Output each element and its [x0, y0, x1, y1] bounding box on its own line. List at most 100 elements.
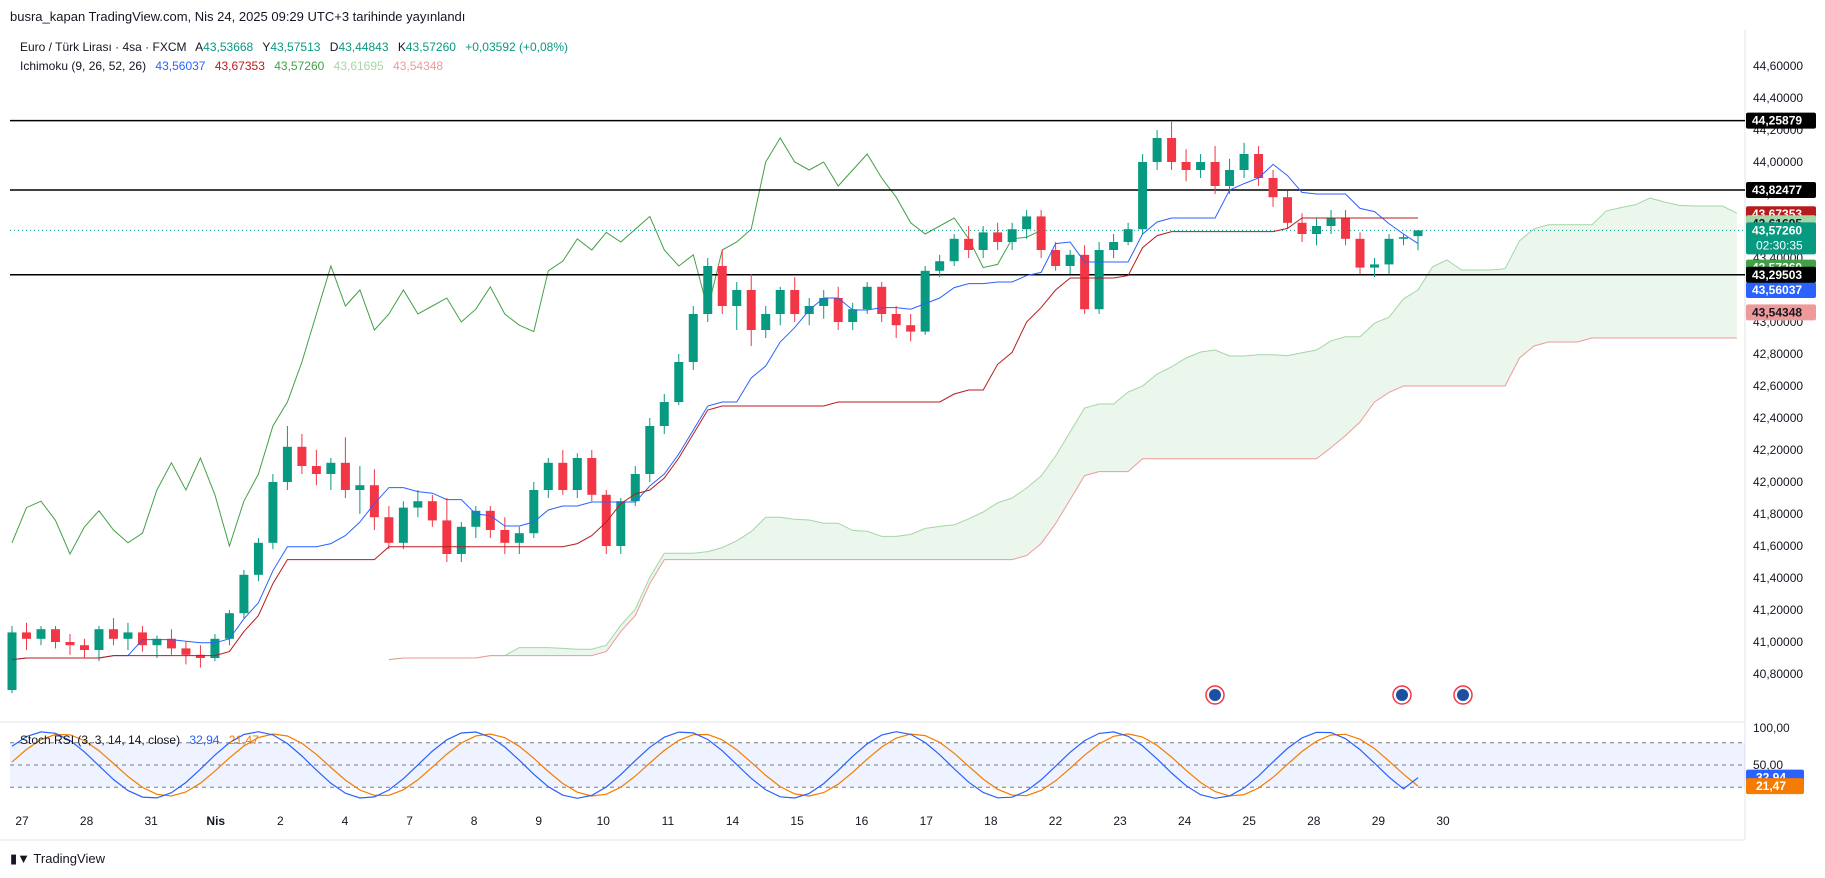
- price-tag-text: 43,56037: [1752, 283, 1802, 297]
- tradingview-logo[interactable]: ▮▼ TradingView: [10, 851, 105, 867]
- candle-body: [920, 270, 930, 332]
- candle-body: [1225, 170, 1235, 186]
- candle-body: [833, 298, 843, 322]
- candle-body: [949, 238, 959, 262]
- candle-body: [1370, 264, 1380, 268]
- logo-mark-icon: ▮▼: [10, 851, 31, 866]
- candle-body: [601, 494, 611, 546]
- price-tag-text: 43,57260: [1752, 223, 1802, 237]
- candle-body: [1094, 250, 1104, 310]
- candle-body: [123, 632, 133, 639]
- candle-body: [340, 462, 350, 490]
- close-label: K: [397, 40, 406, 54]
- time-axis-label: 8: [471, 814, 478, 828]
- stoch-d-tag-bg: [1746, 778, 1804, 795]
- time-axis-label: 24: [1178, 814, 1192, 828]
- candle-body: [224, 613, 234, 639]
- symbol-name[interactable]: Euro / Türk Lirası · 4sa · FXCM: [20, 40, 187, 54]
- time-axis-label: 11: [662, 814, 675, 828]
- price-tag: 43,54348: [1746, 304, 1816, 321]
- candle-body: [282, 446, 292, 482]
- price-tag: 43,82477: [1746, 182, 1816, 199]
- event-globe: [1396, 689, 1408, 701]
- candle-body: [1283, 197, 1293, 223]
- candle-body: [616, 501, 626, 546]
- close-value: 43,57260: [405, 40, 456, 54]
- candle-body: [210, 638, 220, 658]
- time-axis-label: 4: [342, 814, 349, 828]
- candle-body: [558, 462, 568, 490]
- price-tick-label: 42,40000: [1753, 411, 1803, 425]
- candle-body: [1384, 238, 1394, 265]
- stoch-tick-label: 50,00: [1753, 758, 1783, 772]
- price-tag-text: 43,54348: [1752, 305, 1802, 319]
- candle-body: [1297, 222, 1307, 234]
- low-label: D: [329, 40, 339, 54]
- candle-body: [746, 290, 756, 330]
- candle-body: [587, 458, 597, 495]
- price-tick-label: 44,00000: [1753, 155, 1803, 169]
- stoch-rsi-label[interactable]: Stoch RSI (3, 3, 14, 14, close): [20, 733, 181, 747]
- candle-body: [688, 314, 698, 362]
- time-axis-label: 7: [406, 814, 413, 828]
- countdown-text: 02:30:35: [1756, 238, 1803, 252]
- time-axis-label: 9: [535, 814, 542, 828]
- candle-body: [239, 574, 249, 614]
- senkou-span-a-line: [388, 197, 1738, 661]
- candle-body: [993, 232, 1003, 242]
- candle-body: [935, 261, 945, 271]
- candle-body: [1326, 218, 1336, 226]
- candle-body: [166, 638, 176, 649]
- candle-body: [297, 446, 307, 466]
- time-axis-label: 10: [597, 814, 611, 828]
- price-tick-label: 40,80000: [1753, 667, 1803, 681]
- candle-body: [891, 314, 901, 326]
- tenkan-value: 43,56037: [155, 59, 206, 73]
- candle-body: [1355, 238, 1365, 268]
- stoch-k-value: 32,94: [189, 733, 220, 747]
- price-tag-bg: [1746, 304, 1816, 321]
- candle-body: [1312, 226, 1322, 234]
- header-bar: busra_kapan TradingView.com, Nis 24, 202…: [0, 0, 1825, 30]
- candle-body: [427, 501, 437, 521]
- candle-body: [1167, 138, 1177, 162]
- price-tick-label: 42,60000: [1753, 379, 1803, 393]
- time-axis-label: 28: [1307, 814, 1321, 828]
- time-axis-label: 18: [984, 814, 998, 828]
- candle-body: [529, 490, 539, 534]
- candle-body: [732, 290, 742, 306]
- senkou-span-b-line: [388, 337, 1737, 661]
- price-tag-bg: [1746, 112, 1816, 129]
- time-axis-label: 31: [145, 814, 159, 828]
- candle-body: [1123, 229, 1133, 242]
- candle-body: [456, 526, 466, 554]
- ohlc-values: A43,53668 Y43,57513 D43,44843 K43,57260 …: [195, 40, 574, 54]
- stoch-tick-label: 100,00: [1753, 721, 1790, 735]
- time-axis-label: 29: [1372, 814, 1386, 828]
- kumo-cloud: [388, 198, 1737, 660]
- ichimoku-label[interactable]: Ichimoku (9, 26, 52, 26): [20, 59, 147, 73]
- candle-body: [471, 510, 481, 527]
- candle-body: [1181, 162, 1191, 170]
- chart-background: [0, 30, 1825, 820]
- candle-body: [1022, 216, 1032, 230]
- candle-body: [500, 530, 510, 543]
- candle-body: [862, 286, 872, 310]
- price-tag-bg: [1746, 266, 1816, 283]
- candle-body: [543, 462, 553, 490]
- candle-body: [442, 520, 452, 554]
- high-label: Y: [262, 40, 271, 54]
- candle-body: [398, 507, 408, 543]
- stoch-d-tag-text: 21,47: [1756, 779, 1786, 793]
- candle-body: [79, 645, 89, 650]
- price-tick-label: 41,20000: [1753, 603, 1803, 617]
- price-tick-label: 42,00000: [1753, 475, 1803, 489]
- candle-body: [1080, 254, 1090, 310]
- candle-body: [514, 533, 524, 543]
- candle-body: [65, 642, 75, 646]
- candle-body: [1239, 154, 1249, 170]
- economic-event-icon: [1453, 685, 1473, 705]
- candle-body: [906, 325, 916, 332]
- price-tick-label: 44,40000: [1753, 91, 1803, 105]
